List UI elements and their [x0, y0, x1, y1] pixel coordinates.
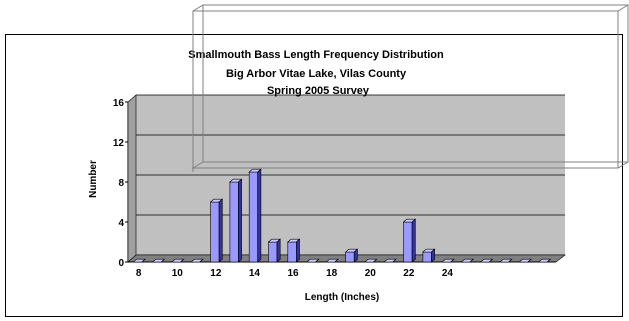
bar-side [411, 218, 416, 263]
bar [248, 168, 262, 263]
bar-front [287, 241, 297, 263]
bar [441, 258, 455, 263]
bar-side [276, 238, 281, 263]
x-tick-labels: 8 10 12 14 16 18 20 22 24 [136, 268, 454, 279]
bar-side [180, 258, 184, 263]
bar-side [508, 258, 512, 263]
bar-side [353, 248, 358, 263]
bar-side [469, 258, 474, 263]
bar-side [238, 178, 242, 263]
bars [132, 168, 552, 263]
bar [364, 258, 378, 263]
bar-side [450, 258, 455, 263]
bar [229, 178, 243, 263]
y-tick-label: 12 [113, 138, 125, 149]
bar [151, 258, 166, 263]
y-axis-side-wall [127, 94, 137, 263]
bar [402, 218, 417, 263]
x-tick-label: 12 [210, 268, 222, 279]
bar [325, 258, 339, 263]
bar-front [403, 221, 413, 263]
x-tick-label: 14 [249, 268, 261, 279]
x-tick-label: 18 [326, 268, 338, 279]
bar [171, 258, 185, 263]
chart-title: Smallmouth Bass Length Frequency Distrib… [188, 49, 444, 61]
bar-side [161, 258, 165, 263]
chart-subtitle-1: Big Arbor Vitae Lake, Vilas County [226, 68, 407, 80]
bar-side [315, 258, 319, 263]
bar [537, 258, 552, 263]
bar-front [268, 241, 278, 263]
bar-front [229, 181, 239, 263]
y-tick-label: 8 [118, 178, 124, 189]
bar-side [199, 258, 204, 263]
floating-frame [191, 4, 629, 172]
bar-side [373, 258, 377, 263]
x-tick-label: 16 [287, 268, 299, 279]
gridlines [136, 94, 565, 256]
bar-front [248, 171, 258, 263]
chart-subtitle-2: Spring 2005 Survey [267, 85, 370, 97]
y-tick-label: 16 [113, 98, 125, 109]
bar-front [422, 251, 432, 263]
bar-side [295, 238, 300, 263]
bar [344, 248, 359, 263]
bar-front [345, 251, 355, 263]
bar [306, 258, 320, 263]
bar-side [547, 258, 551, 263]
bar [460, 258, 474, 263]
y-axis-label: Number [88, 160, 99, 198]
y-tick-label: 4 [118, 218, 124, 229]
x-tick-label: 10 [172, 268, 184, 279]
y-tick-label: 0 [118, 258, 124, 269]
bar [190, 258, 204, 263]
bar [267, 238, 281, 263]
bar-side [489, 258, 493, 263]
bar-side [334, 258, 339, 263]
bar [132, 258, 146, 263]
bar-side [141, 258, 146, 263]
bar [518, 258, 532, 263]
x-tick-label: 8 [136, 268, 142, 279]
bar-front [210, 201, 220, 263]
bar-side [392, 258, 397, 263]
x-axis-label: Length (Inches) [305, 292, 379, 303]
bar-side [257, 168, 262, 263]
bar [499, 258, 513, 263]
bar [287, 238, 301, 263]
x-tick-label: 24 [442, 268, 454, 279]
bar [209, 198, 224, 263]
x-tick-label: 20 [365, 268, 377, 279]
bar [422, 248, 436, 263]
y-tick-labels: 0 4 8 12 16 [113, 98, 128, 269]
bar [480, 258, 494, 263]
bar-side [218, 198, 223, 263]
bar-side [527, 258, 532, 263]
bar-side [431, 248, 435, 263]
bar [383, 258, 397, 263]
x-tick-label: 22 [403, 268, 415, 279]
